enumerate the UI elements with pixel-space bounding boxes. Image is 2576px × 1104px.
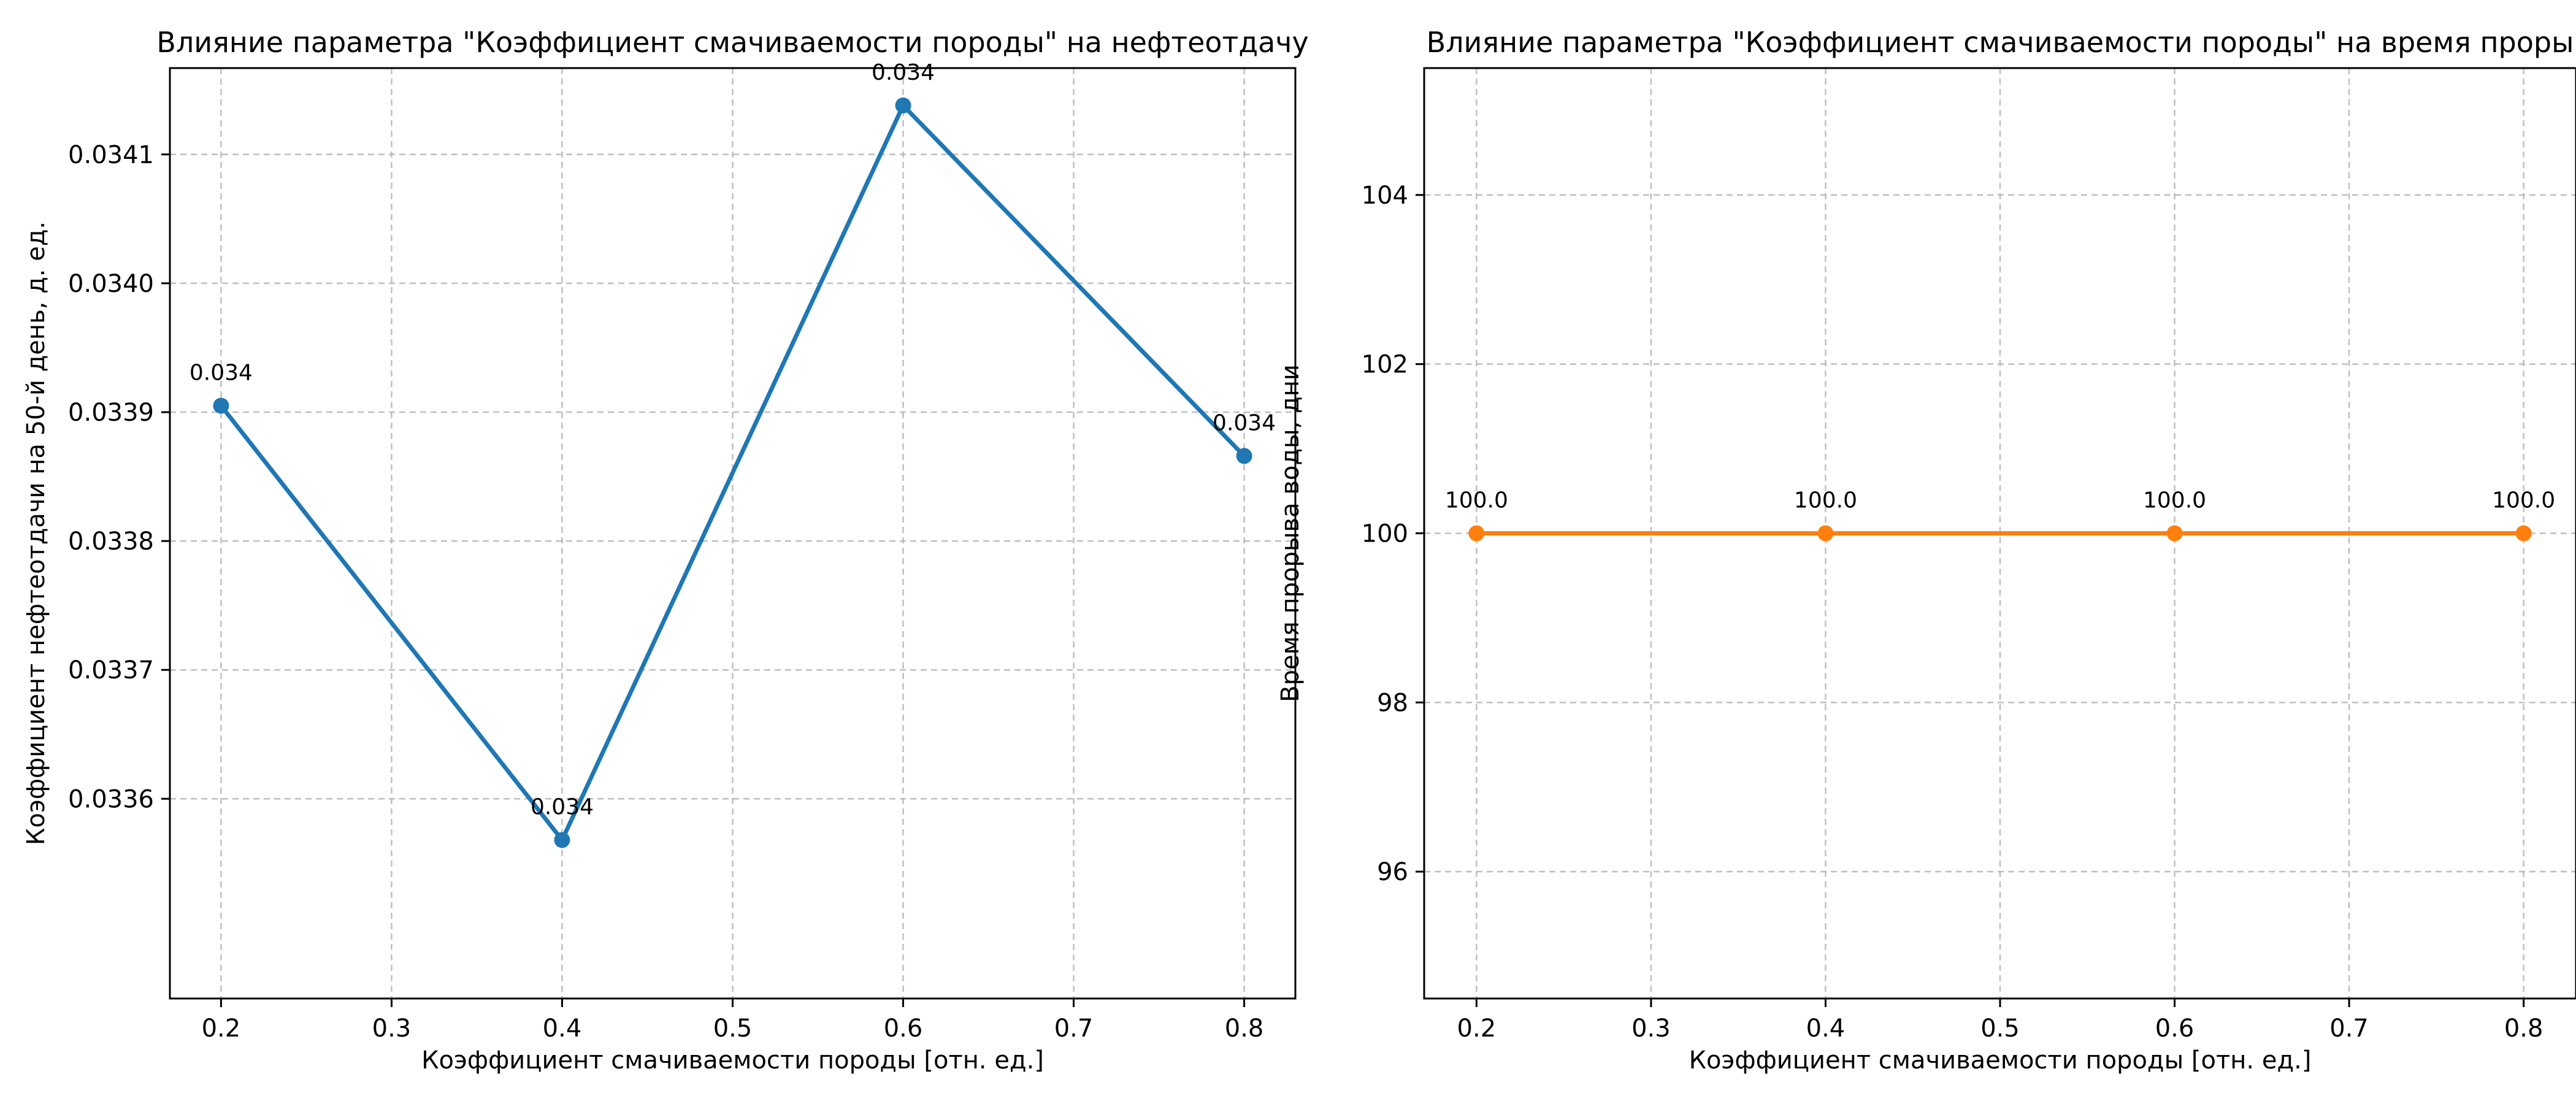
data-label: 0.034: [190, 360, 253, 385]
series-layer: [1468, 525, 2532, 542]
data-point: [895, 97, 911, 113]
x-tick-label: 0.3: [372, 1014, 412, 1043]
x-tick-label: 0.8: [2504, 1014, 2543, 1043]
data-point: [1817, 525, 1834, 542]
data-label: 100.0: [1794, 488, 1857, 513]
y-tick-label: 0.0338: [68, 527, 154, 556]
data-point: [213, 397, 229, 414]
x-axis-label: Коэффициент смачиваемости породы [отн. е…: [421, 1046, 1044, 1075]
x-tick-label: 0.5: [713, 1014, 753, 1043]
chart-breakthrough-time: 100.0 100.0 100.0 100.0 0.2 0.3 0.4 0.5 0.6 0.7 0…: [1276, 26, 2576, 1075]
series-layer: [213, 97, 1252, 848]
x-tick-label: 0.7: [1054, 1014, 1094, 1043]
data-point: [2166, 525, 2183, 542]
x-tick-label: 0.2: [202, 1014, 241, 1043]
y-axis-label: Коэффициент нефтеотдачи на 50-й день, д.…: [22, 221, 50, 845]
data-label: 100.0: [2143, 488, 2206, 513]
series-line: [219, 103, 1246, 843]
data-label: 100.0: [1445, 488, 1508, 513]
chart-oil-recovery: 0.0340.0340.0340.034 0.2 0.3 0.4 0.5 0.6 0.7 0…: [22, 26, 1309, 1075]
chart-title: Влияние параметра "Коэффициент смачиваем…: [1427, 26, 2574, 59]
y-tick-label: 0.0337: [68, 656, 154, 684]
y-tick-label: 0.0339: [68, 399, 154, 427]
y-tick-label: 96: [1377, 858, 1408, 886]
y-tick-label: 0.0336: [68, 785, 154, 813]
data-point: [554, 832, 570, 848]
x-axis-label: Коэффициент смачиваемости породы [отн. е…: [1689, 1046, 2312, 1075]
x-tick-label: 0.5: [1980, 1014, 2020, 1043]
data-label: 100.0: [2492, 488, 2555, 513]
data-label: 0.034: [531, 795, 594, 820]
data-labels: 0.034 0.034 0.034 0.034: [190, 60, 1276, 820]
x-tick-label: 0.4: [543, 1014, 582, 1043]
y-tick-label: 0.0340: [68, 270, 154, 298]
axis-ticks: 0.2 0.3 0.4 0.5 0.6 0.7 0.8 96 98 100 102 104: [1362, 182, 2543, 1043]
y-axis-label: Время прорыва воды, дни: [1276, 364, 1305, 702]
axis-ticks: 0.2 0.3 0.4 0.5 0.6 0.7 0.8 0.0336 0.0337 0.0338 0…: [68, 141, 1263, 1043]
data-point: [2515, 525, 2532, 542]
y-tick-label: 98: [1377, 689, 1408, 717]
y-tick-label: 104: [1362, 182, 1408, 210]
x-tick-label: 0.8: [1225, 1014, 1264, 1043]
data-label: 0.034: [872, 60, 935, 85]
y-tick-label: 0.0341: [68, 141, 154, 169]
x-tick-label: 0.6: [2155, 1014, 2195, 1043]
x-tick-label: 0.7: [2329, 1014, 2369, 1043]
x-tick-label: 0.4: [1806, 1014, 1846, 1043]
x-tick-label: 0.2: [1457, 1014, 1497, 1043]
data-label: 0.034: [1213, 410, 1276, 435]
chart-title: Влияние параметра "Коэффициент смачиваем…: [156, 26, 1308, 59]
x-tick-label: 0.6: [884, 1014, 923, 1043]
data-labels: 100.0 100.0 100.0 100.0: [1445, 488, 2555, 513]
x-tick-label: 0.3: [1631, 1014, 1671, 1043]
data-point: [1468, 525, 1485, 542]
y-tick-label: 102: [1362, 351, 1408, 379]
data-point: [1236, 448, 1252, 464]
y-tick-label: 100: [1362, 520, 1408, 548]
